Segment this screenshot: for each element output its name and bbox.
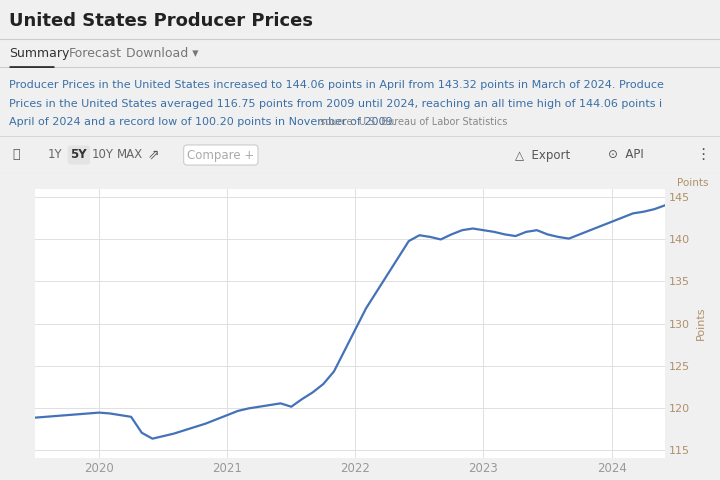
Text: MAX: MAX: [117, 148, 143, 161]
Text: 1Y: 1Y: [48, 148, 62, 161]
Text: Producer Prices in the United States increased to 144.06 points in April from 14: Producer Prices in the United States inc…: [9, 80, 664, 90]
Text: 5Y: 5Y: [71, 148, 87, 161]
Text: △  Export: △ Export: [515, 148, 570, 161]
Text: ⋮: ⋮: [695, 147, 710, 163]
Text: Points: Points: [677, 179, 708, 189]
Text: 10Y: 10Y: [91, 148, 114, 161]
Text: ⊙  API: ⊙ API: [608, 148, 644, 161]
Text: Compare +: Compare +: [187, 148, 254, 161]
Text: Summary: Summary: [9, 47, 70, 60]
Text: Download ▾: Download ▾: [126, 47, 199, 60]
Text: Forecast: Forecast: [68, 47, 122, 60]
Text: Prices in the United States averaged 116.75 points from 2009 until 2024, reachin: Prices in the United States averaged 116…: [9, 98, 662, 108]
Text: April of 2024 and a record low of 100.20 points in November of 2009.: April of 2024 and a record low of 100.20…: [9, 117, 396, 127]
Text: source: U.S. Bureau of Labor Statistics: source: U.S. Bureau of Labor Statistics: [317, 117, 507, 127]
Text: United States Producer Prices: United States Producer Prices: [9, 12, 312, 30]
Text: ⇗: ⇗: [148, 148, 159, 162]
Text: 📅: 📅: [12, 148, 19, 161]
Y-axis label: Points: Points: [696, 307, 706, 340]
